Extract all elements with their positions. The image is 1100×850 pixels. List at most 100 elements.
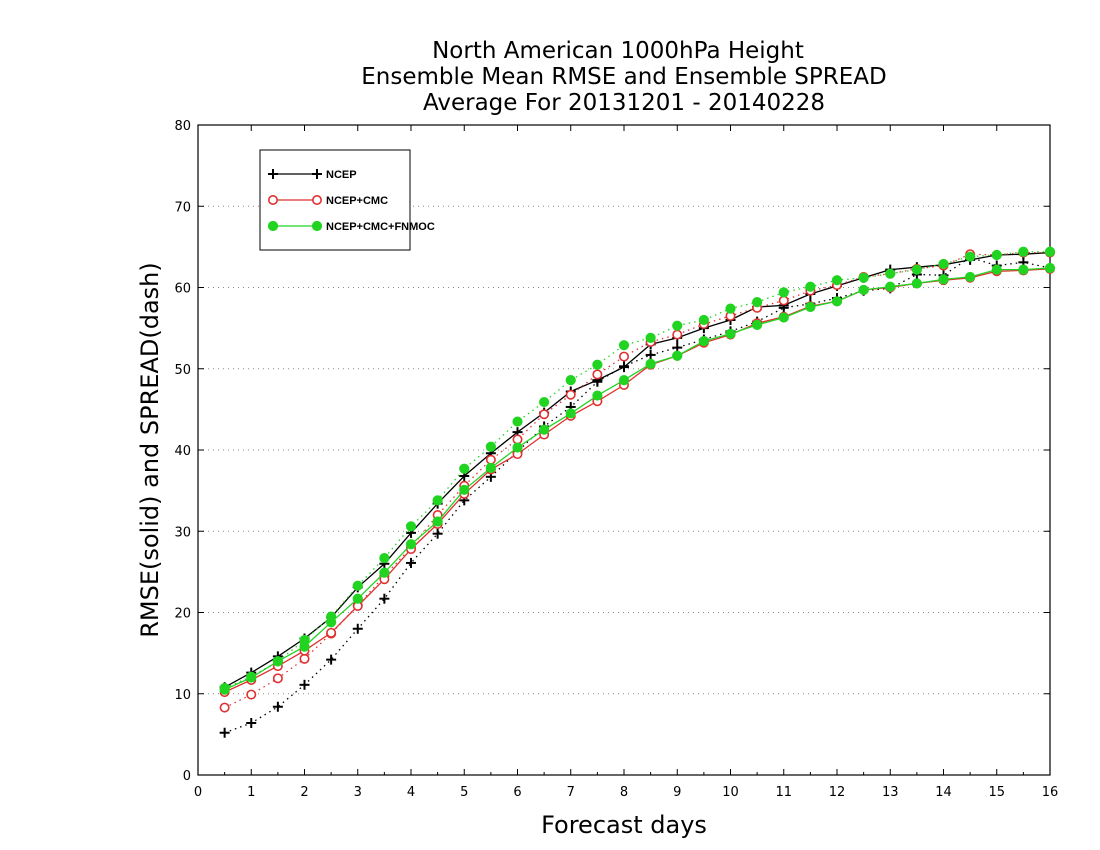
series-ncep-cmc-fnmoc-rmse-point bbox=[645, 358, 656, 369]
legend-marker-ncep-cmc bbox=[311, 195, 322, 206]
series-ncep-cmc-spread-point bbox=[485, 454, 496, 465]
series-ncep-cmc-fnmoc-spread-point bbox=[672, 320, 683, 331]
series-ncep-cmc-fnmoc-spread-point bbox=[858, 272, 869, 283]
x-tick-label: 8 bbox=[620, 785, 628, 800]
series-ncep-cmc-spread-point bbox=[272, 673, 283, 684]
y-tick-label: 30 bbox=[174, 525, 191, 540]
series-ncep-cmc-fnmoc-rmse-point bbox=[565, 408, 576, 419]
x-tick-label: 6 bbox=[513, 785, 521, 800]
series-ncep-spread-point bbox=[326, 654, 337, 665]
series-ncep-cmc-fnmoc-spread-point bbox=[592, 359, 603, 370]
series-ncep-cmc-fnmoc-spread-point bbox=[565, 375, 576, 386]
x-tick-label: 14 bbox=[935, 785, 952, 800]
legend-marker-ncep bbox=[268, 169, 278, 179]
chart-title-line-3: Average For 20131201 - 20140228 bbox=[423, 90, 825, 116]
legend-marker-ncep-cmc-fnmoc bbox=[311, 220, 323, 232]
series-ncep-cmc-fnmoc-rmse-point bbox=[512, 442, 523, 453]
series-ncep-cmc-fnmoc-rmse-point bbox=[965, 271, 976, 283]
series-ncep-cmc-fnmoc-spread-point bbox=[885, 268, 896, 279]
series-ncep-cmc-spread-point bbox=[299, 653, 310, 664]
series-ncep-cmc-spread-point bbox=[565, 389, 576, 400]
series-ncep-spread-point bbox=[246, 718, 257, 728]
series-ncep-cmc-fnmoc-spread-point bbox=[459, 463, 470, 474]
series-ncep-cmc-fnmoc-spread-point bbox=[618, 340, 630, 351]
y-tick-label: 80 bbox=[174, 119, 191, 134]
series-ncep-spread-point bbox=[352, 623, 363, 634]
series-ncep-spread-point bbox=[645, 349, 656, 360]
series-ncep-cmc-fnmoc-spread-point bbox=[512, 416, 523, 427]
series-ncep-cmc-fnmoc-rmse-point bbox=[432, 516, 443, 527]
legend-marker-ncep-cmc-fnmoc bbox=[267, 220, 279, 232]
legend-label-ncep-cmc-fnmoc: NCEP+CMC+FNMOC bbox=[326, 221, 435, 233]
chart-title-line-2: Ensemble Mean RMSE and Ensemble SPREAD bbox=[361, 64, 886, 90]
x-tick-label: 13 bbox=[882, 785, 899, 800]
x-tick-label: 1 bbox=[247, 785, 255, 800]
series-ncep-cmc-fnmoc-spread-point bbox=[938, 258, 949, 270]
series-ncep-cmc-spread-point bbox=[512, 434, 523, 445]
x-tick-label: 5 bbox=[460, 785, 468, 800]
series-ncep-cmc-rmse-point bbox=[326, 627, 337, 638]
series-ncep-cmc-fnmoc-rmse-point bbox=[672, 350, 683, 361]
chart-title-line-1: North American 1000hPa Height bbox=[432, 38, 804, 64]
series-ncep-cmc-fnmoc-spread-point bbox=[991, 249, 1002, 261]
x-tick-label: 15 bbox=[988, 785, 1005, 800]
series-ncep-spread-point bbox=[432, 528, 443, 539]
series-ncep-cmc-fnmoc-spread-line bbox=[224, 251, 1050, 689]
series-ncep-cmc-fnmoc-rmse-point bbox=[326, 617, 337, 628]
x-tick-label: 4 bbox=[407, 785, 415, 800]
x-tick-label: 12 bbox=[829, 785, 846, 800]
x-tick-label: 9 bbox=[673, 785, 681, 800]
series-ncep-cmc-fnmoc-rmse-point bbox=[991, 264, 1002, 275]
y-tick-label: 10 bbox=[174, 688, 191, 703]
series-ncep-cmc-fnmoc-rmse-point bbox=[405, 539, 417, 550]
x-tick-label: 0 bbox=[194, 785, 202, 800]
series-ncep-cmc-fnmoc-rmse-point bbox=[219, 684, 230, 695]
series-ncep-cmc-fnmoc-rmse-point bbox=[698, 336, 709, 347]
y-tick-label: 20 bbox=[174, 607, 191, 622]
x-axis-ticks: 0 1 2 3 4 5 6 7 8 9 10 11 12 13 14 15 16 bbox=[194, 125, 1058, 800]
series-ncep-cmc-fnmoc-spread-point bbox=[805, 281, 816, 292]
series-ncep-cmc-fnmoc-rmse-point bbox=[885, 281, 896, 292]
series-ncep-cmc-fnmoc-rmse-point bbox=[459, 484, 470, 495]
y-tick-label: 40 bbox=[174, 444, 191, 459]
x-tick-label: 16 bbox=[1042, 785, 1059, 800]
series-ncep-cmc-fnmoc-rmse-point bbox=[379, 567, 390, 578]
legend: NCEP NCEP+CMC NCEP+CMC+FNMOC bbox=[259, 149, 435, 251]
legend-label-ncep-cmc: NCEP+CMC bbox=[326, 195, 388, 207]
series-ncep-cmc-fnmoc-rmse-point bbox=[485, 462, 496, 473]
x-tick-label: 10 bbox=[722, 785, 739, 800]
series-ncep-cmc-fnmoc-spread-point bbox=[432, 495, 443, 506]
series-ncep-cmc-spread-point bbox=[219, 702, 230, 713]
series-ncep-cmc-spread-point bbox=[539, 409, 550, 420]
series-ncep-cmc-fnmoc-spread-point bbox=[485, 441, 496, 452]
series-ncep-cmc-fnmoc-rmse-point bbox=[299, 641, 310, 652]
series-ncep-cmc-fnmoc-rmse-point bbox=[1018, 264, 1029, 275]
series-ncep-cmc-spread-point bbox=[618, 351, 629, 362]
legend-marker-ncep bbox=[312, 169, 322, 179]
series-ncep-cmc-spread-point bbox=[672, 329, 683, 340]
series-ncep-spread-line bbox=[224, 256, 1051, 734]
series-ncep-cmc-fnmoc-spread-point bbox=[752, 297, 763, 308]
legend-label-ncep: NCEP bbox=[326, 169, 357, 181]
series-ncep-spread-point bbox=[272, 701, 283, 712]
series-ncep-cmc-fnmoc-spread-point bbox=[698, 314, 709, 326]
series-ncep-cmc-fnmoc-rmse-point bbox=[778, 312, 789, 323]
y-tick-label: 50 bbox=[174, 363, 191, 378]
series-ncep-cmc-fnmoc-rmse-point bbox=[352, 593, 363, 604]
series-ncep-cmc-fnmoc-rmse-point bbox=[725, 328, 736, 339]
series-ncep-cmc-fnmoc-rmse-point bbox=[272, 656, 283, 667]
series-ncep-spread-point bbox=[406, 557, 416, 568]
x-tick-label: 11 bbox=[775, 785, 792, 800]
y-tick-label: 70 bbox=[174, 200, 191, 215]
y-tick-label: 0 bbox=[183, 769, 191, 784]
series-ncep-cmc-fnmoc-spread-point bbox=[911, 264, 922, 275]
series-ncep-cmc-rmse-line bbox=[224, 268, 1051, 693]
series-ncep-spread-point bbox=[379, 593, 390, 604]
series-ncep-rmse-line bbox=[224, 251, 1051, 688]
series-ncep-cmc-fnmoc-rmse-point bbox=[752, 319, 763, 330]
series-ncep-cmc-fnmoc-spread-point bbox=[405, 521, 417, 532]
series-ncep-cmc-spread-point bbox=[778, 295, 789, 306]
series-ncep-cmc-fnmoc-rmse-point bbox=[805, 301, 816, 313]
series-ncep-cmc-fnmoc-rmse-point bbox=[1044, 262, 1056, 274]
series-ncep-cmc-fnmoc-spread-point bbox=[352, 580, 363, 591]
